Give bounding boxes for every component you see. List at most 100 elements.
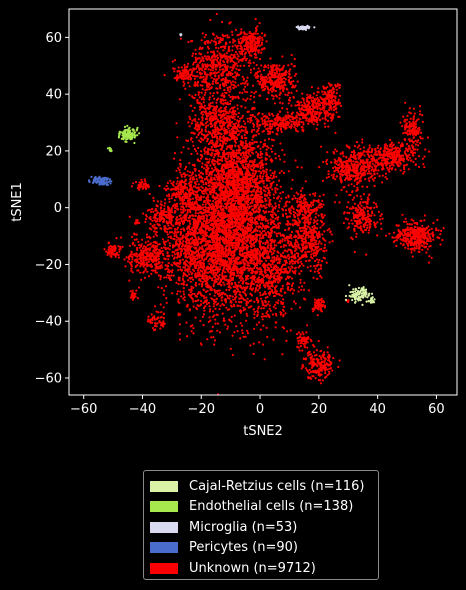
point bbox=[281, 55, 284, 58]
point bbox=[244, 51, 248, 54]
point bbox=[250, 305, 253, 308]
point bbox=[180, 151, 183, 154]
point bbox=[258, 186, 261, 189]
point bbox=[245, 175, 248, 178]
point bbox=[282, 251, 285, 254]
point bbox=[211, 223, 214, 226]
point bbox=[238, 91, 241, 94]
point bbox=[217, 212, 220, 215]
point bbox=[228, 202, 231, 205]
point bbox=[232, 197, 235, 200]
point bbox=[230, 176, 233, 179]
point bbox=[230, 315, 233, 318]
point bbox=[232, 241, 235, 245]
point bbox=[290, 76, 293, 79]
point bbox=[197, 146, 200, 150]
point bbox=[231, 204, 234, 207]
point bbox=[242, 221, 245, 224]
point bbox=[269, 198, 272, 202]
point bbox=[286, 220, 289, 223]
point bbox=[239, 153, 242, 157]
point bbox=[238, 277, 241, 280]
point bbox=[220, 296, 223, 299]
point bbox=[231, 33, 234, 36]
series-4-points bbox=[103, 12, 445, 396]
point bbox=[234, 141, 238, 144]
point bbox=[261, 36, 264, 39]
point bbox=[275, 175, 278, 178]
point bbox=[261, 242, 265, 245]
point bbox=[241, 91, 244, 94]
point bbox=[240, 235, 243, 239]
point bbox=[250, 91, 253, 94]
point bbox=[255, 170, 258, 173]
point bbox=[244, 126, 247, 129]
point bbox=[232, 67, 235, 70]
point bbox=[194, 267, 197, 270]
point bbox=[219, 235, 222, 238]
point bbox=[218, 292, 221, 295]
point bbox=[265, 194, 268, 197]
point bbox=[269, 223, 273, 226]
point bbox=[256, 215, 259, 218]
point bbox=[254, 90, 258, 93]
point bbox=[260, 51, 263, 54]
point bbox=[220, 57, 223, 60]
point bbox=[236, 304, 239, 307]
point bbox=[253, 53, 256, 56]
point bbox=[240, 28, 243, 31]
point bbox=[237, 231, 240, 234]
point bbox=[320, 145, 323, 148]
point bbox=[258, 94, 261, 97]
point bbox=[227, 47, 230, 50]
point bbox=[243, 204, 246, 207]
point bbox=[226, 89, 230, 92]
point bbox=[228, 49, 231, 52]
point bbox=[271, 71, 274, 74]
point bbox=[201, 32, 204, 35]
point bbox=[271, 177, 274, 180]
point bbox=[232, 75, 235, 79]
point bbox=[250, 130, 253, 133]
point bbox=[200, 150, 203, 153]
point bbox=[245, 182, 248, 185]
point bbox=[221, 144, 224, 147]
point bbox=[260, 32, 264, 35]
point bbox=[251, 280, 254, 283]
point bbox=[234, 77, 237, 80]
point bbox=[219, 46, 222, 49]
point bbox=[265, 75, 268, 79]
point bbox=[226, 180, 229, 183]
point bbox=[229, 159, 232, 162]
point bbox=[239, 322, 242, 325]
point bbox=[230, 200, 233, 203]
point bbox=[281, 191, 284, 194]
point bbox=[232, 285, 235, 288]
point bbox=[278, 83, 281, 86]
point bbox=[233, 176, 237, 179]
point bbox=[208, 88, 211, 91]
point bbox=[239, 64, 242, 67]
point bbox=[235, 165, 238, 168]
point bbox=[226, 81, 230, 84]
point bbox=[250, 219, 253, 222]
point bbox=[268, 155, 271, 158]
point bbox=[248, 269, 251, 272]
point bbox=[265, 281, 268, 284]
point bbox=[229, 55, 232, 58]
point bbox=[194, 149, 198, 152]
point bbox=[264, 199, 267, 203]
point bbox=[240, 239, 243, 242]
point bbox=[263, 211, 266, 214]
point bbox=[253, 92, 256, 95]
point bbox=[220, 73, 223, 76]
point bbox=[165, 194, 169, 197]
point bbox=[212, 336, 215, 339]
point bbox=[258, 49, 261, 52]
point bbox=[216, 271, 219, 274]
point bbox=[268, 132, 272, 135]
point bbox=[230, 320, 233, 323]
point bbox=[235, 194, 238, 197]
point bbox=[240, 262, 243, 265]
point bbox=[258, 22, 261, 25]
